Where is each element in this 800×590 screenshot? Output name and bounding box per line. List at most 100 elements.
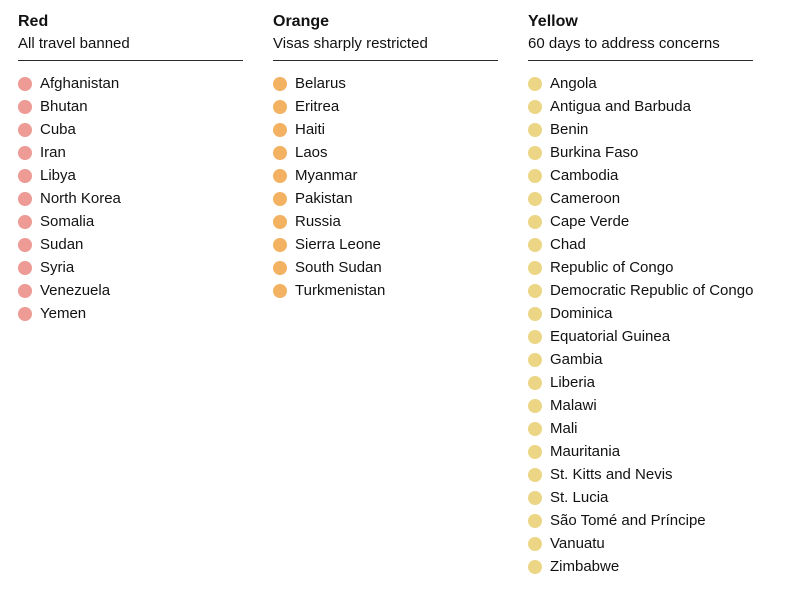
country-name: Angola <box>550 75 597 92</box>
country-name: Cambodia <box>550 167 619 184</box>
country-name: St. Kitts and Nevis <box>550 466 673 483</box>
category-dot-icon <box>528 306 542 321</box>
list-item: Liberia <box>528 371 753 394</box>
category-dot-icon <box>273 214 287 229</box>
country-name: Afghanistan <box>40 75 120 92</box>
list-item: Belarus <box>273 72 498 95</box>
country-name: Dominica <box>550 305 613 322</box>
list-item: Somalia <box>18 210 243 233</box>
category-dot-icon <box>528 283 542 298</box>
country-name: Iran <box>40 144 66 161</box>
category-description: All travel banned <box>18 35 130 52</box>
category-title: Red <box>18 13 49 30</box>
category-dot-icon <box>18 283 32 298</box>
category-dot-icon <box>528 444 542 459</box>
list-item: Bhutan <box>18 95 243 118</box>
list-item: Afghanistan <box>18 72 243 95</box>
country-name: São Tomé and Príncipe <box>550 512 706 529</box>
category-dot-icon <box>18 306 32 321</box>
country-name: Bhutan <box>40 98 88 115</box>
list-item: Russia <box>273 210 498 233</box>
country-name: Myanmar <box>295 167 358 184</box>
country-name: Burkina Faso <box>550 144 639 161</box>
category-dot-icon <box>528 145 542 160</box>
country-name: Mauritania <box>550 443 621 460</box>
list-item: Vanuatu <box>528 532 753 555</box>
divider <box>18 60 243 61</box>
country-name: Haiti <box>295 121 326 138</box>
category-dot-icon <box>528 122 542 137</box>
category-dot-icon <box>273 191 287 206</box>
list-item: Iran <box>18 141 243 164</box>
list-item: Pakistan <box>273 187 498 210</box>
category-dot-icon <box>528 99 542 114</box>
country-name: Eritrea <box>295 98 340 115</box>
list-item: St. Lucia <box>528 486 753 509</box>
category-dot-icon <box>273 122 287 137</box>
country-name: Cuba <box>40 121 76 138</box>
category-dot-icon <box>18 122 32 137</box>
category-title: Orange <box>273 13 330 30</box>
list-item: Zimbabwe <box>528 555 753 578</box>
country-name: Sudan <box>40 236 84 253</box>
list-item: Sudan <box>18 233 243 256</box>
list-item: Cambodia <box>528 164 753 187</box>
list-item: Malawi <box>528 394 753 417</box>
category-description: 60 days to address concerns <box>528 35 720 52</box>
list-item: Myanmar <box>273 164 498 187</box>
category-dot-icon <box>528 214 542 229</box>
list-item: Mauritania <box>528 440 753 463</box>
category-dot-icon <box>273 283 287 298</box>
category-dot-icon <box>528 536 542 551</box>
list-item: Republic of Congo <box>528 256 753 279</box>
category-dot-icon <box>528 329 542 344</box>
category-dot-icon <box>18 145 32 160</box>
category-dot-icon <box>528 421 542 436</box>
country-name: Laos <box>295 144 328 161</box>
country-name: North Korea <box>40 190 121 207</box>
country-name: Belarus <box>295 75 346 92</box>
list-item: Benin <box>528 118 753 141</box>
category-dot-icon <box>18 214 32 229</box>
country-name: St. Lucia <box>550 489 609 506</box>
country-list-red: Afghanistan Bhutan Cuba Iran <box>18 72 243 325</box>
country-name: Turkmenistan <box>295 282 386 299</box>
country-name: Liberia <box>550 374 596 391</box>
category-dot-icon <box>528 237 542 252</box>
list-item: Venezuela <box>18 279 243 302</box>
category-dot-icon <box>528 513 542 528</box>
country-name: Chad <box>550 236 586 253</box>
list-item: Haiti <box>273 118 498 141</box>
list-item: Cape Verde <box>528 210 753 233</box>
category-title: Yellow <box>528 13 578 30</box>
country-name: Pakistan <box>295 190 353 207</box>
country-name: Cape Verde <box>550 213 630 230</box>
country-name: Zimbabwe <box>550 558 620 575</box>
country-name: South Sudan <box>295 259 382 276</box>
country-name: Vanuatu <box>550 535 605 552</box>
country-name: Antigua and Barbuda <box>550 98 691 115</box>
list-item: Burkina Faso <box>528 141 753 164</box>
list-item: Cameroon <box>528 187 753 210</box>
list-item: Antigua and Barbuda <box>528 95 753 118</box>
country-name: Cameroon <box>550 190 621 207</box>
category-dot-icon <box>18 191 32 206</box>
country-name: Mali <box>550 420 578 437</box>
country-name: Democratic Republic of Congo <box>550 282 754 299</box>
list-item: Laos <box>273 141 498 164</box>
list-item: Cuba <box>18 118 243 141</box>
country-list-orange: Belarus Eritrea Haiti Laos <box>273 72 498 302</box>
category-dot-icon <box>18 237 32 252</box>
country-name: Gambia <box>550 351 603 368</box>
category-dot-icon <box>18 76 32 91</box>
category-dot-icon <box>528 168 542 183</box>
list-item: Democratic Republic of Congo <box>528 279 753 302</box>
list-item: Chad <box>528 233 753 256</box>
country-list-yellow: Angola Antigua and Barbuda Benin Burkina… <box>528 72 753 578</box>
category-dot-icon <box>528 76 542 91</box>
category-dot-icon <box>528 191 542 206</box>
list-item: South Sudan <box>273 256 498 279</box>
list-item: Mali <box>528 417 753 440</box>
category-dot-icon <box>273 76 287 91</box>
